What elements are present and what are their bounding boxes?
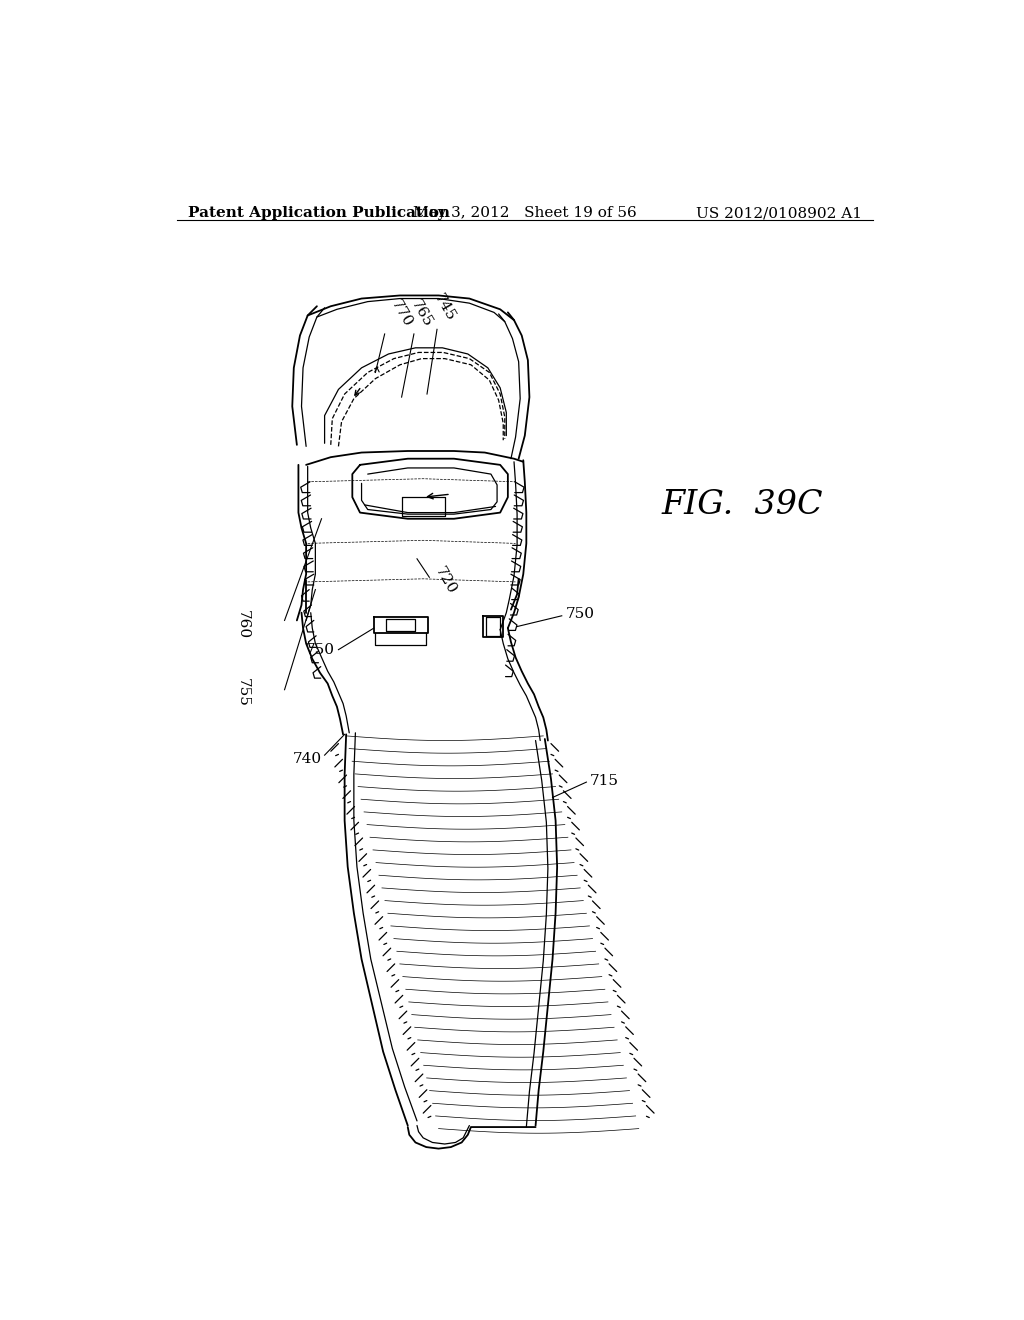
Text: 750: 750 bbox=[305, 643, 335, 656]
Text: 740: 740 bbox=[293, 752, 322, 766]
Text: 765: 765 bbox=[408, 297, 434, 330]
Text: US 2012/0108902 A1: US 2012/0108902 A1 bbox=[696, 206, 862, 220]
Text: 770: 770 bbox=[388, 297, 415, 330]
Text: 755: 755 bbox=[236, 678, 250, 708]
Text: Patent Application Publication: Patent Application Publication bbox=[188, 206, 451, 220]
Text: 760: 760 bbox=[236, 610, 250, 639]
Text: 720: 720 bbox=[432, 564, 459, 597]
Text: 745: 745 bbox=[431, 292, 458, 323]
Text: May 3, 2012   Sheet 19 of 56: May 3, 2012 Sheet 19 of 56 bbox=[413, 206, 637, 220]
Text: 715: 715 bbox=[590, 774, 618, 788]
Text: 750: 750 bbox=[565, 607, 595, 622]
Text: FIG.  39C: FIG. 39C bbox=[662, 488, 823, 521]
